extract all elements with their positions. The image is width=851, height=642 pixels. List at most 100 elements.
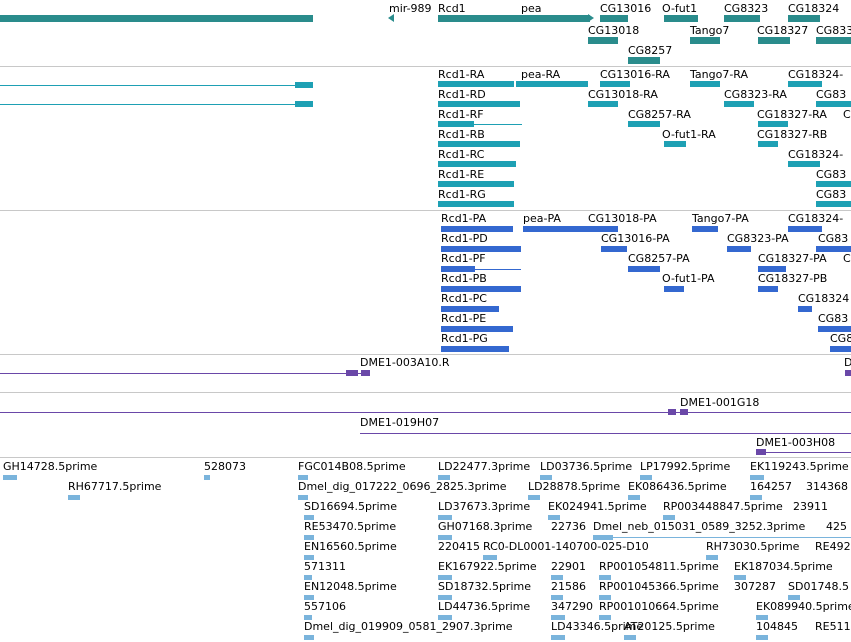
est-label[interactable]: EK089940.5prime (756, 600, 851, 613)
protein-label[interactable]: Rcd1-PC (441, 292, 487, 305)
gene-feature[interactable] (816, 37, 851, 44)
protein-feature[interactable] (758, 286, 778, 292)
est-feature[interactable] (750, 475, 764, 480)
clone-line[interactable] (360, 433, 851, 434)
transcript-exon[interactable] (438, 121, 474, 127)
gene-label[interactable]: CG13018 (588, 24, 640, 37)
est-label[interactable]: 21586 (551, 580, 586, 593)
est-feature[interactable] (68, 495, 80, 500)
est-feature[interactable] (438, 615, 452, 620)
est-feature[interactable] (599, 595, 611, 600)
est-label[interactable]: FGC014B08.5prime (298, 460, 406, 473)
est-feature[interactable] (304, 555, 314, 560)
est-label[interactable]: LD44736.5prime (438, 600, 531, 613)
est-feature[interactable] (304, 575, 312, 580)
transcript-label[interactable]: CG8323-RA (724, 88, 787, 101)
protein-label[interactable]: Rcd1-PB (441, 272, 487, 285)
protein-feature[interactable] (727, 246, 751, 252)
transcript-exon[interactable] (816, 201, 851, 207)
transcript-exon[interactable] (664, 141, 686, 147)
transcript-label[interactable]: CG83 (816, 88, 847, 101)
protein-feature[interactable] (788, 226, 822, 232)
est-feature[interactable] (304, 615, 312, 620)
est-feature[interactable] (298, 495, 308, 500)
protein-label[interactable]: O-fut1-PA (662, 272, 715, 285)
clone-end[interactable] (845, 370, 851, 376)
est-label[interactable]: SD18732.5prime (438, 580, 531, 593)
protein-feature[interactable] (830, 346, 851, 352)
protein-feature[interactable] (601, 246, 627, 252)
transcript-label[interactable]: Rcd1-RB (438, 128, 485, 141)
est-label[interactable]: Dmel_dig_017222_0696_2825.3prime (298, 480, 507, 493)
est-label[interactable]: 22736 (551, 520, 586, 533)
est-feature[interactable] (548, 515, 560, 520)
gene-label[interactable]: O-fut1 (662, 2, 698, 15)
est-feature[interactable] (734, 575, 746, 580)
protein-feature[interactable] (441, 286, 521, 292)
protein-feature[interactable] (441, 246, 521, 252)
clone-line[interactable] (0, 373, 370, 374)
transcript-exon[interactable] (295, 82, 313, 88)
transcript-exon[interactable] (628, 121, 660, 127)
protein-label[interactable]: CG13016-PA (601, 232, 670, 245)
gene-feature[interactable] (758, 37, 790, 44)
est-label[interactable]: GH07168.3prime (438, 520, 533, 533)
transcript-label[interactable]: CG18327-RB (757, 128, 828, 141)
transcript-exon[interactable] (600, 81, 630, 87)
protein-feature[interactable] (523, 226, 589, 232)
gene-feature[interactable] (664, 15, 698, 22)
est-feature[interactable] (599, 615, 611, 620)
transcript-label[interactable]: Rcd1-RE (438, 168, 485, 181)
gene-label[interactable]: Rcd1 (438, 2, 466, 15)
est-feature[interactable] (756, 615, 768, 620)
est-label[interactable]: 557106 (304, 600, 346, 613)
transcript-label[interactable]: Rcd1-RF (438, 108, 484, 121)
est-label[interactable]: LD03736.5prime (540, 460, 633, 473)
protein-label[interactable]: Rcd1-PF (441, 252, 486, 265)
gene-feature[interactable] (588, 37, 618, 44)
est-feature[interactable] (593, 535, 613, 540)
est-feature[interactable] (304, 595, 314, 600)
transcript-exon[interactable] (438, 101, 520, 107)
est-label[interactable]: RP003448847.5prime (663, 500, 783, 513)
clone-end[interactable] (361, 370, 370, 376)
est-label[interactable]: RC0-DL0001-140700-025-D10 (483, 540, 649, 553)
protein-label[interactable]: CG8257-PA (628, 252, 690, 265)
protein-feature[interactable] (441, 226, 513, 232)
est-label[interactable]: RE492 (815, 540, 851, 553)
est-label[interactable]: 571311 (304, 560, 346, 573)
clone-end[interactable] (680, 409, 688, 415)
clone-label[interactable]: D (844, 356, 851, 369)
protein-feature[interactable] (664, 286, 684, 292)
est-label[interactable]: RP001045366.5prime (599, 580, 719, 593)
protein-label[interactable]: Tango7-PA (692, 212, 749, 225)
est-line[interactable] (613, 537, 851, 538)
transcript-label[interactable]: Rcd1-RG (438, 188, 486, 201)
gene-feature[interactable] (0, 15, 313, 22)
transcript-label[interactable]: pea-RA (521, 68, 561, 81)
est-feature[interactable] (438, 515, 452, 520)
est-label[interactable]: LD28878.5prime (528, 480, 621, 493)
est-label[interactable]: 23911 (793, 500, 828, 513)
est-label[interactable]: EN12048.5prime (304, 580, 397, 593)
est-label[interactable]: Dmel_dig_019909_0581_2907.3prime (304, 620, 513, 633)
est-label[interactable]: EK187034.5prime (734, 560, 833, 573)
clone-line[interactable] (756, 452, 851, 453)
est-feature[interactable] (438, 535, 452, 540)
est-label[interactable]: 220415 (438, 540, 480, 553)
protein-feature[interactable] (628, 266, 660, 272)
gene-feature[interactable] (788, 15, 820, 22)
est-feature[interactable] (624, 635, 636, 640)
transcript-exon[interactable] (438, 181, 514, 187)
est-label[interactable]: 22901 (551, 560, 586, 573)
protein-feature[interactable] (758, 266, 786, 272)
transcript-line[interactable] (438, 124, 522, 125)
gene-label[interactable]: CG8323 (724, 2, 769, 15)
est-feature[interactable] (540, 475, 552, 480)
protein-feature[interactable] (816, 246, 851, 252)
transcript-label[interactable]: Tango7-RA (690, 68, 749, 81)
est-feature[interactable] (483, 555, 497, 560)
protein-label[interactable]: CG13018-PA (588, 212, 657, 225)
protein-feature[interactable] (798, 306, 812, 312)
est-label[interactable]: RE53470.5prime (304, 520, 397, 533)
